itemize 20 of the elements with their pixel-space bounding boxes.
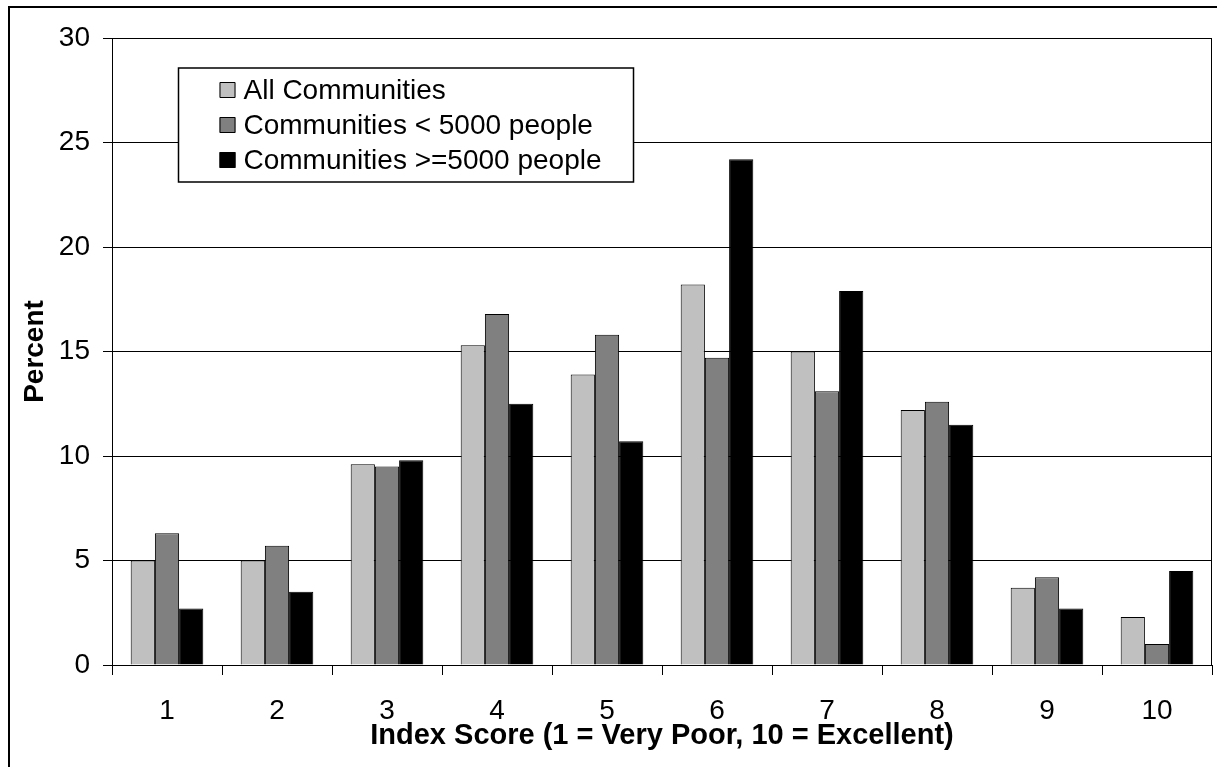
y-tick-label: 5 (74, 543, 90, 575)
legend-label: Communities >=5000 people (243, 143, 602, 175)
x-tick-label: 2 (269, 693, 285, 725)
y-tick-label: 10 (58, 438, 90, 470)
x-tick-label: 1 (159, 693, 175, 725)
x-tick-label: 5 (599, 693, 615, 725)
legend-label: All Communities (243, 73, 446, 105)
x-tick-label: 3 (379, 693, 395, 725)
x-tick-label: 9 (1039, 693, 1055, 725)
y-axis-title: Percent (17, 300, 49, 403)
y-tick-label: 25 (58, 125, 90, 157)
y-tick-label: 20 (58, 229, 90, 261)
x-tick-label: 6 (709, 693, 725, 725)
x-tick-label: 10 (1141, 693, 1173, 725)
x-tick-label: 4 (489, 693, 505, 725)
y-tick-label: 30 (58, 20, 90, 52)
y-tick-label: 0 (74, 647, 90, 679)
legend-label: Communities < 5000 people (243, 108, 593, 140)
x-tick-label: 7 (819, 693, 835, 725)
y-tick-label: 15 (58, 334, 90, 366)
